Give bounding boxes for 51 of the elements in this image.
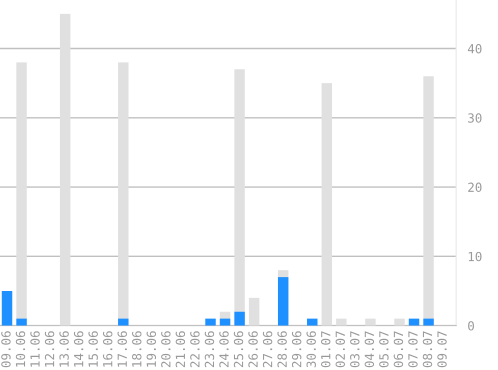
bar [220, 318, 230, 326]
x-tick-label: 28.06 [277, 331, 287, 368]
x-tick-label: 17.06 [118, 331, 127, 367]
bar [307, 318, 318, 326]
x-tick-label: 23.06 [204, 331, 214, 368]
x-tick-label: 05.07 [379, 331, 389, 368]
x-tick-label: 01.07 [321, 331, 330, 368]
x-tick-label: 16.06 [102, 331, 112, 367]
bar [394, 318, 405, 326]
x-tick-label: 07.07 [408, 331, 418, 368]
y-tick-label: 20 [468, 182, 482, 192]
bar [16, 318, 27, 326]
bar [2, 290, 12, 326]
x-tick-label: 14.06 [74, 331, 84, 367]
bar [336, 318, 347, 326]
bar [248, 298, 260, 326]
x-tick-label: 21.06 [176, 331, 186, 368]
bar [118, 318, 129, 326]
bar [60, 14, 70, 326]
bar [408, 318, 420, 326]
x-tick-label: 09.06 [1, 331, 11, 368]
y-tick-label: 0 [468, 321, 474, 331]
bar [322, 83, 332, 326]
x-tick-label: 27.06 [262, 331, 272, 368]
x-tick-label: 19.06 [146, 331, 156, 367]
x-tick-label: 08.07 [422, 331, 432, 368]
x-tick-label: 06.07 [394, 331, 404, 368]
x-tick-label: 02.07 [336, 331, 345, 368]
x-tick-label: 30.06 [306, 331, 316, 368]
x-tick-label: 15.06 [88, 331, 98, 367]
x-tick-label: 18.06 [132, 331, 142, 367]
x-tick-label: 25.06 [234, 331, 244, 368]
y-tick-label: 30 [468, 113, 482, 123]
x-tick-label: 11.06 [30, 331, 40, 367]
x-tick-label: 13.06 [59, 331, 69, 367]
y-tick-label: 40 [468, 44, 482, 54]
x-tick-label: 29.06 [292, 331, 302, 368]
x-tick-label: 26.06 [248, 331, 258, 368]
bar [234, 312, 245, 326]
x-tick-label: 12.06 [44, 331, 54, 367]
x-tick-label: 09.07 [437, 331, 447, 368]
x-tick-label: 04.07 [364, 331, 374, 368]
bar [423, 318, 434, 326]
x-tick-label: 20.06 [161, 331, 171, 368]
x-tick-label: 24.06 [219, 331, 229, 368]
y-tick-label: 10 [468, 252, 482, 262]
bar [205, 318, 216, 326]
x-tick-label: 03.07 [350, 331, 360, 368]
x-tick-label: 10.06 [16, 331, 26, 367]
bar [365, 318, 376, 326]
x-tick-label: 22.06 [190, 331, 200, 368]
